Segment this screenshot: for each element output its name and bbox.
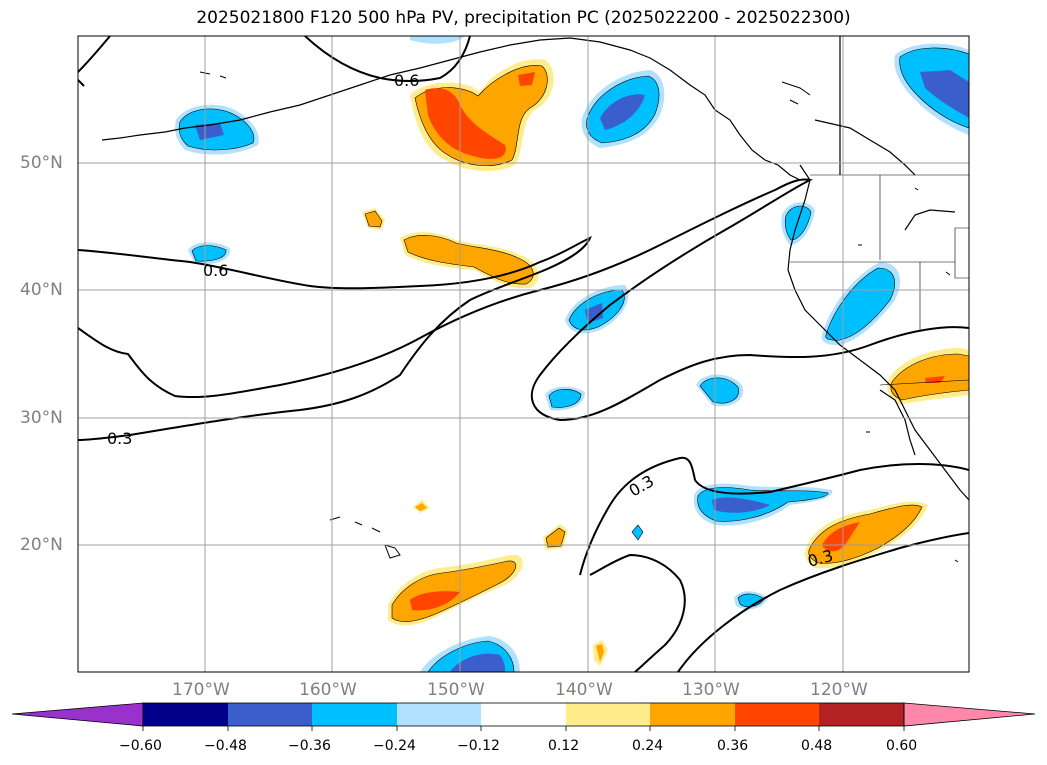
colorbar-swatch — [143, 703, 228, 726]
lon-label-130w: 130°W — [682, 680, 740, 700]
contour-label-west-03: 0.3 — [107, 429, 132, 448]
lon-label-120w: 120°W — [810, 680, 868, 700]
colorbar-swatch — [312, 703, 397, 726]
colorbar-swatch — [650, 703, 735, 726]
map-title: 2025021800 F120 500 hPa PV, precipitatio… — [196, 8, 851, 28]
colorbar-tick: −0.36 — [288, 738, 331, 754]
colorbar — [11, 702, 1036, 731]
positive-anomaly-shading — [362, 59, 969, 666]
pv-contour-06-north — [304, 36, 471, 82]
lon-label-140w: 140°W — [555, 680, 613, 700]
colorbar-tick: −0.48 — [204, 738, 247, 754]
negative-anomaly-shading — [175, 36, 969, 672]
colorbar-tick: 0.12 — [548, 738, 580, 754]
lon-label-170w: 170°W — [172, 680, 230, 700]
colorbar-tick: −0.60 — [119, 738, 162, 754]
colorbar-tick: −0.24 — [373, 738, 416, 754]
islands — [199, 71, 959, 563]
colorbar-extend-right — [903, 702, 1036, 727]
hawaiian-islands — [329, 516, 401, 559]
lat-label-40n: 40°N — [20, 280, 63, 300]
lat-label-20n: 20°N — [20, 535, 63, 555]
colorbar-tick: 0.60 — [886, 738, 918, 754]
colorbar-extend-left — [11, 702, 144, 727]
colorbar-tick: 0.36 — [717, 738, 749, 754]
colorbar-swatch — [566, 703, 650, 726]
lon-label-160w: 160°W — [299, 680, 357, 700]
gridlines — [78, 36, 969, 672]
colorbar-swatch — [228, 703, 312, 726]
contour-label-west: 0.6 — [203, 261, 228, 280]
colorbar-swatch — [481, 703, 566, 726]
borders — [790, 174, 969, 386]
contour-label-north: 0.6 — [394, 71, 419, 90]
colorbar-swatch — [819, 703, 904, 726]
colorbar-swatch — [735, 703, 819, 726]
lat-label-30n: 30°N — [20, 408, 63, 428]
colorbar-tick: −0.12 — [457, 738, 500, 754]
alaska-coastline — [101, 37, 801, 181]
colorbar-tick: 0.48 — [801, 738, 833, 754]
pv-contour-03-se — [677, 532, 969, 672]
colorbar-swatch — [397, 703, 481, 726]
colorbar-tick: 0.24 — [632, 738, 664, 754]
lon-label-150w: 150°W — [427, 680, 485, 700]
na-west-coast — [787, 164, 969, 501]
coastlines — [101, 36, 969, 501]
pv-contour-03-south — [579, 456, 969, 576]
lat-label-50n: 50°N — [20, 153, 63, 173]
pv-contour-06-west — [78, 236, 592, 441]
map-frame-border — [77, 35, 970, 673]
